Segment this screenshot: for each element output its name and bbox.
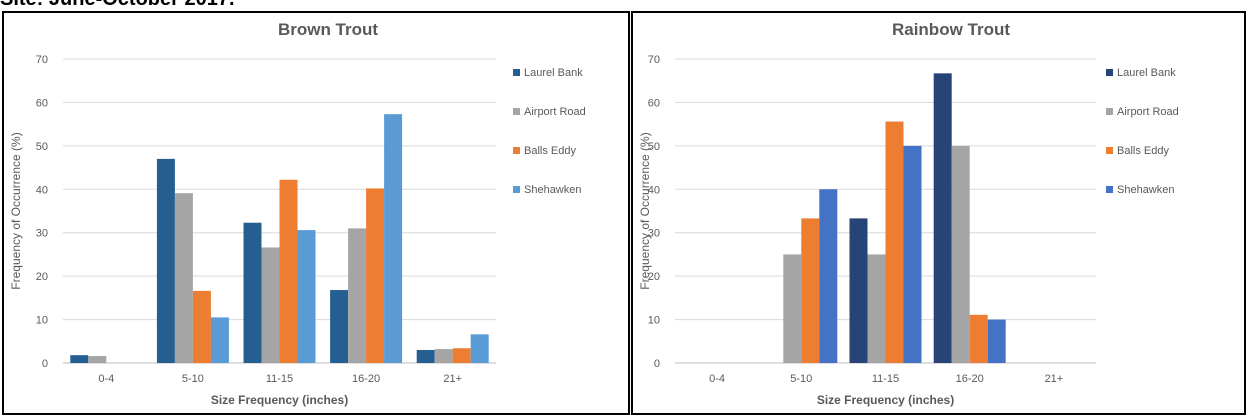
rainbow-trout-legend-label: Laurel Bank bbox=[1117, 67, 1176, 79]
brown-trout-legend-swatch bbox=[513, 147, 520, 154]
rainbow-trout-legend-swatch bbox=[1106, 186, 1113, 193]
rainbow-trout-bar bbox=[819, 189, 838, 363]
page-header: Site: June-October 2017. bbox=[0, 0, 235, 11]
rainbow-trout-legend-label: Shehawken bbox=[1117, 184, 1175, 196]
rainbow-trout-bar bbox=[849, 218, 868, 363]
brown-trout-bar bbox=[330, 290, 349, 363]
brown-trout-bar bbox=[210, 317, 229, 363]
rainbow-trout-y-tick-label: 20 bbox=[648, 271, 660, 283]
rainbow-trout-y-tick-label: 60 bbox=[648, 97, 660, 109]
brown-trout-x-axis-label: Size Frequency (inches) bbox=[211, 393, 348, 407]
rainbow-trout-x-tick-label: 21+ bbox=[1045, 373, 1064, 385]
brown-trout-y-tick-label: 0 bbox=[42, 358, 48, 370]
rainbow-trout-x-axis-label: Size Frequency (inches) bbox=[817, 393, 954, 407]
rainbow-trout-bar bbox=[969, 314, 988, 363]
rainbow-trout-bar bbox=[783, 254, 802, 363]
brown-trout-y-tick-label: 20 bbox=[36, 271, 48, 283]
brown-trout-legend-swatch bbox=[513, 108, 520, 115]
brown-trout-bar bbox=[243, 222, 262, 363]
brown-trout-y-tick-label: 40 bbox=[36, 184, 48, 196]
brown-trout-legend-label: Balls Eddy bbox=[524, 145, 576, 157]
rainbow-trout-bar bbox=[801, 218, 820, 363]
brown-trout-legend-swatch bbox=[513, 186, 520, 193]
brown-trout-bar bbox=[470, 334, 489, 363]
brown-trout-y-tick-label: 50 bbox=[36, 141, 48, 153]
rainbow-trout-y-tick-label: 70 bbox=[648, 54, 660, 66]
rainbow-trout-y-tick-label: 50 bbox=[648, 141, 660, 153]
rainbow-trout-chart: Rainbow Trout 0 10 20 30 40 50 60 70 0-4 5-10 11-15… bbox=[631, 11, 1246, 415]
brown-trout-bar bbox=[348, 228, 367, 363]
rainbow-trout-bar bbox=[933, 73, 952, 364]
brown-trout-legend-swatch bbox=[513, 69, 520, 76]
brown-trout-bar bbox=[279, 179, 298, 363]
rainbow-trout-y-tick-label: 30 bbox=[648, 228, 660, 240]
rainbow-trout-y-tick-label: 10 bbox=[648, 315, 660, 327]
brown-trout-y-tick-label: 60 bbox=[36, 97, 48, 109]
rainbow-trout-x-tick-label: 16-20 bbox=[956, 373, 984, 385]
brown-trout-bar bbox=[366, 188, 385, 363]
rainbow-trout-legend-swatch bbox=[1106, 147, 1113, 154]
rainbow-trout-legend-label: Airport Road bbox=[1117, 106, 1179, 118]
rainbow-trout-y-axis-label: Frequency of Occurrence (%) bbox=[638, 132, 652, 289]
rainbow-trout-legend-label: Balls Eddy bbox=[1117, 145, 1169, 157]
brown-trout-bar bbox=[70, 355, 89, 363]
brown-trout-bar bbox=[88, 356, 107, 363]
brown-trout-legend-label: Laurel Bank bbox=[524, 67, 583, 79]
brown-trout-x-tick-label: 21+ bbox=[443, 373, 462, 385]
brown-trout-y-tick-label: 70 bbox=[36, 54, 48, 66]
brown-trout-x-tick-label: 5-10 bbox=[182, 373, 204, 385]
brown-trout-bar bbox=[384, 114, 403, 363]
brown-trout-chart-svg: Brown Trout 0 10 20 30 40 50 60 70 0-4 5-10 11-15 16… bbox=[9, 20, 586, 407]
brown-trout-y-tick-label: 30 bbox=[36, 228, 48, 240]
rainbow-trout-x-tick-label: 11-15 bbox=[872, 373, 899, 385]
rainbow-trout-title: Rainbow Trout bbox=[892, 20, 1010, 39]
brown-trout-x-tick-label: 16-20 bbox=[352, 373, 380, 385]
rainbow-trout-legend-swatch bbox=[1106, 69, 1113, 76]
brown-trout-bar bbox=[192, 290, 211, 363]
brown-trout-bar bbox=[174, 193, 193, 363]
rainbow-trout-bar bbox=[903, 145, 922, 363]
rainbow-trout-x-tick-label: 0-4 bbox=[709, 373, 725, 385]
rainbow-trout-y-tick-label: 40 bbox=[648, 184, 660, 196]
brown-trout-bar bbox=[434, 349, 453, 363]
rainbow-trout-bar bbox=[951, 145, 970, 363]
brown-trout-chart: Brown Trout 0 10 20 30 40 50 60 70 0-4 5-10 11-15 16… bbox=[2, 11, 630, 415]
brown-trout-y-axis-label: Frequency of Occurrence (%) bbox=[9, 132, 23, 289]
brown-trout-bar bbox=[156, 158, 175, 363]
rainbow-trout-bar bbox=[867, 254, 886, 363]
brown-trout-x-tick-label: 11-15 bbox=[266, 373, 293, 385]
brown-trout-x-tick-label: 0-4 bbox=[98, 373, 114, 385]
rainbow-trout-legend-swatch bbox=[1106, 108, 1113, 115]
brown-trout-y-tick-label: 10 bbox=[36, 315, 48, 327]
rainbow-trout-y-tick-label: 0 bbox=[654, 358, 660, 370]
brown-trout-bar bbox=[416, 349, 435, 363]
rainbow-trout-chart-svg: Rainbow Trout 0 10 20 30 40 50 60 70 0-4 5-10 11-15… bbox=[638, 20, 1179, 407]
rainbow-trout-x-tick-label: 5-10 bbox=[790, 373, 812, 385]
rainbow-trout-bar bbox=[987, 319, 1006, 363]
rainbow-trout-bar bbox=[885, 121, 904, 363]
brown-trout-bar bbox=[261, 247, 280, 363]
brown-trout-legend-label: Shehawken bbox=[524, 184, 582, 196]
brown-trout-bar bbox=[452, 348, 471, 363]
brown-trout-bar bbox=[297, 230, 316, 363]
brown-trout-legend-label: Airport Road bbox=[524, 106, 586, 118]
brown-trout-title: Brown Trout bbox=[278, 20, 378, 39]
